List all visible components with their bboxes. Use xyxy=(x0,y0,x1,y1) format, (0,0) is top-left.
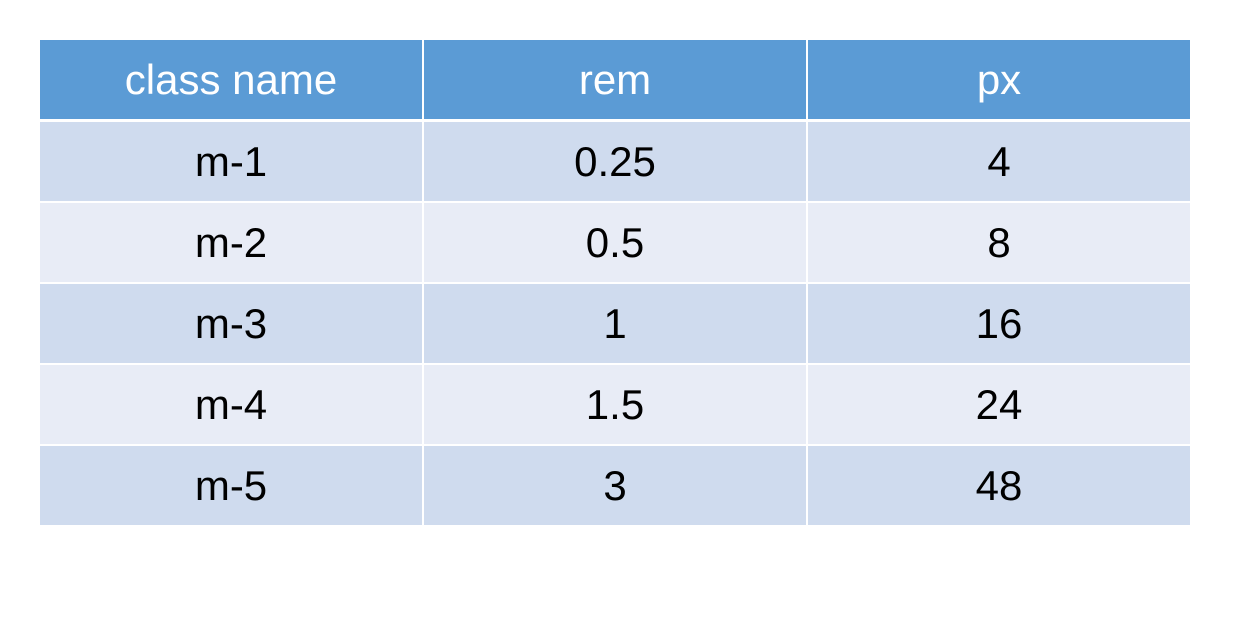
cell-class-name: m-3 xyxy=(40,282,424,365)
header-class-name: class name xyxy=(40,40,424,122)
header-px: px xyxy=(806,40,1190,122)
cell-class-name: m-1 xyxy=(40,119,424,203)
cell-px: 16 xyxy=(806,282,1190,365)
cell-px: 24 xyxy=(806,363,1190,446)
spacing-table: class name rem px m-1 0.25 4 m-2 0.5 8 m… xyxy=(40,40,1190,525)
table-body: m-1 0.25 4 m-2 0.5 8 m-3 1 16 m-4 1.5 24… xyxy=(40,119,1190,525)
cell-rem: 3 xyxy=(422,444,808,525)
cell-rem: 0.25 xyxy=(422,119,808,203)
cell-px: 8 xyxy=(806,201,1190,284)
table-row: m-2 0.5 8 xyxy=(40,201,1190,284)
cell-rem: 1 xyxy=(422,282,808,365)
header-rem: rem xyxy=(422,40,808,122)
table-row: m-3 1 16 xyxy=(40,282,1190,365)
cell-px: 4 xyxy=(806,119,1190,203)
header-row: class name rem px xyxy=(40,40,1190,122)
cell-class-name: m-4 xyxy=(40,363,424,446)
table-row: m-1 0.25 4 xyxy=(40,119,1190,203)
table-header: class name rem px xyxy=(40,40,1190,122)
table-row: m-4 1.5 24 xyxy=(40,363,1190,446)
spacing-table-container: class name rem px m-1 0.25 4 m-2 0.5 8 m… xyxy=(40,40,1190,525)
cell-px: 48 xyxy=(806,444,1190,525)
cell-rem: 1.5 xyxy=(422,363,808,446)
cell-rem: 0.5 xyxy=(422,201,808,284)
cell-class-name: m-2 xyxy=(40,201,424,284)
table-row: m-5 3 48 xyxy=(40,444,1190,525)
cell-class-name: m-5 xyxy=(40,444,424,525)
